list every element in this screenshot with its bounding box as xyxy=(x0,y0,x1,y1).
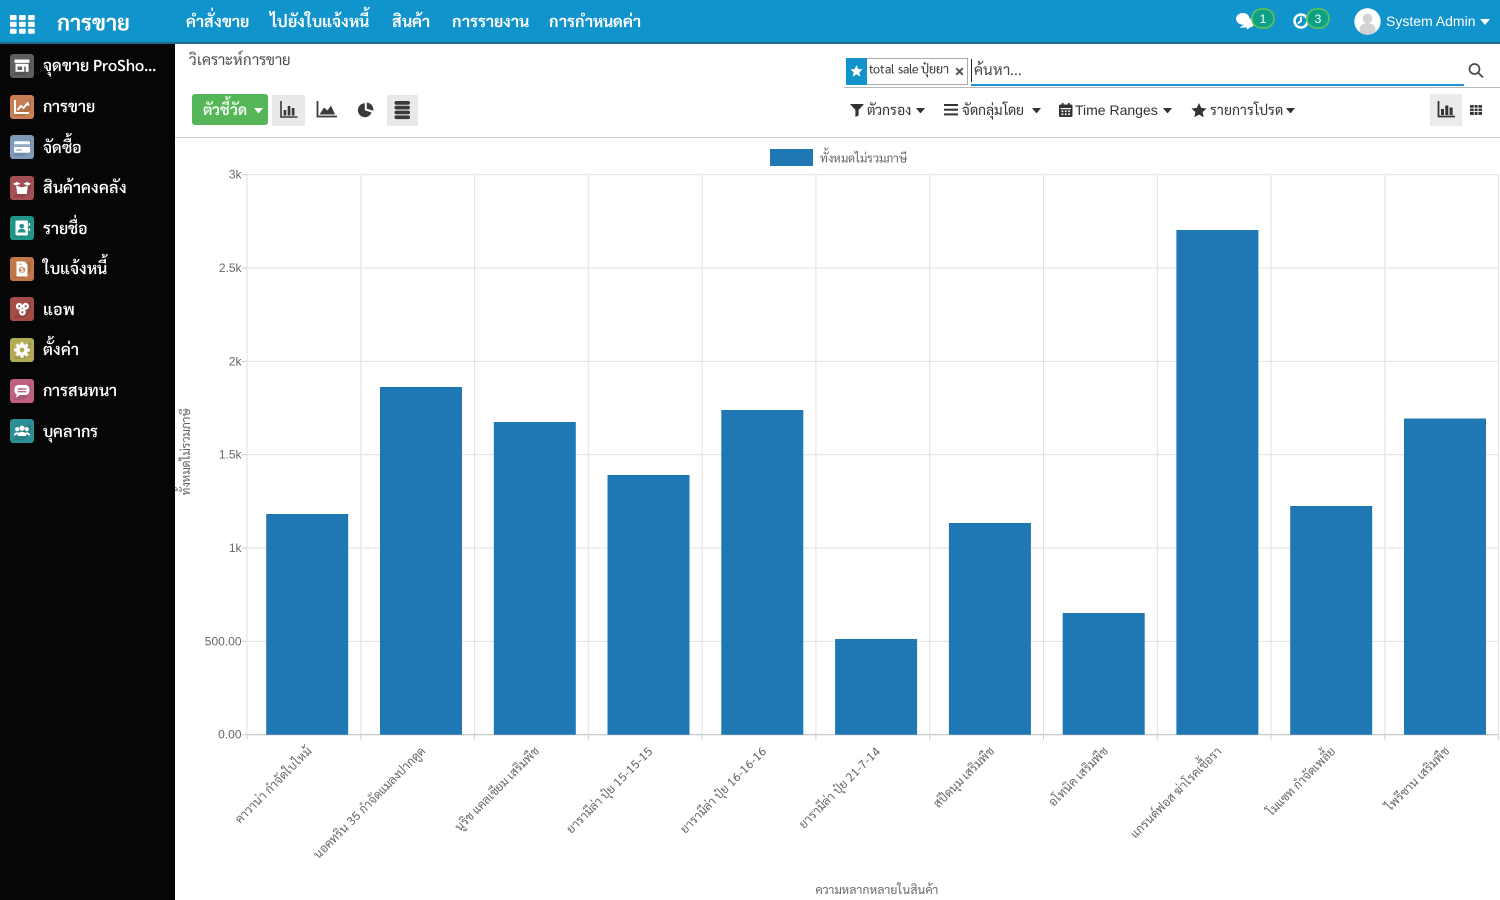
svg-text:0.00: 0.00 xyxy=(218,728,242,742)
svg-text:$: $ xyxy=(20,267,24,274)
svg-text:3k: 3k xyxy=(229,168,243,182)
svg-text:1.5k: 1.5k xyxy=(219,448,243,462)
svg-text:1k: 1k xyxy=(229,541,243,555)
svg-text:2.5k: 2.5k xyxy=(219,261,243,275)
svg-text:2k: 2k xyxy=(229,354,243,368)
svg-text:3: 3 xyxy=(1315,12,1322,26)
svg-text:1: 1 xyxy=(1260,12,1267,26)
svg-text:500.00: 500.00 xyxy=(205,634,242,648)
